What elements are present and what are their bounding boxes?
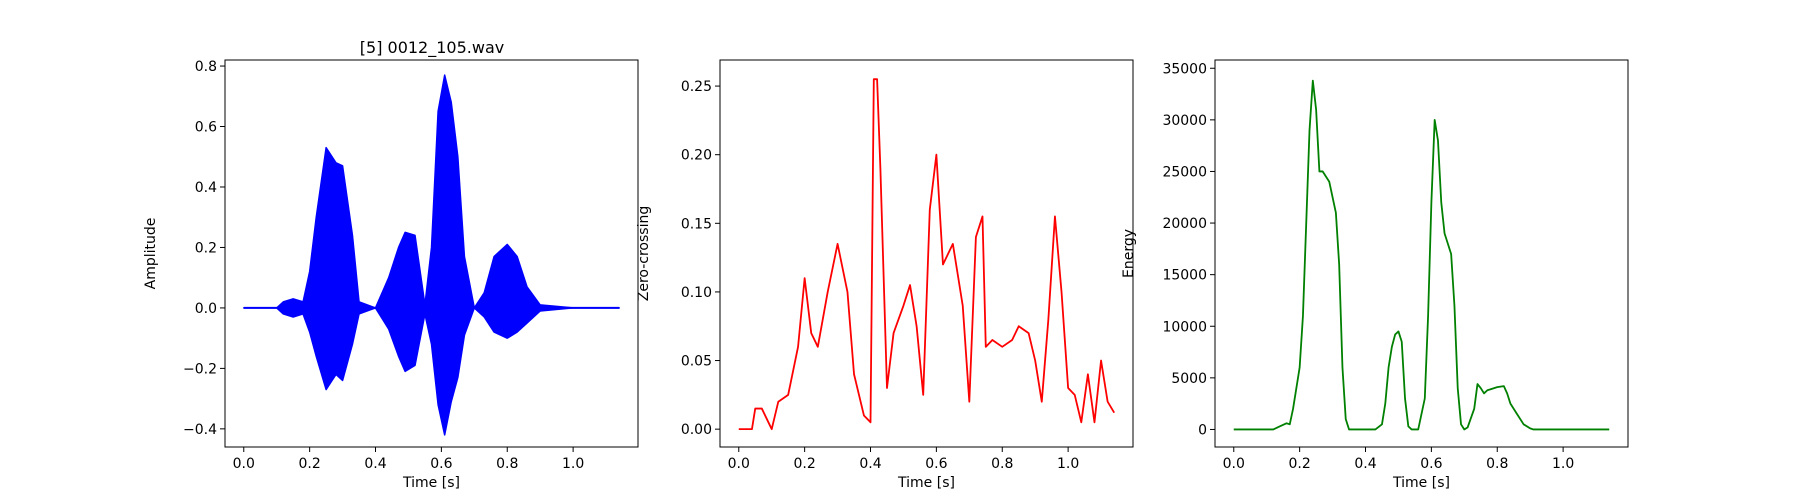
energy-x-axis-label: Time [s]	[1392, 475, 1450, 491]
zero-crossing-x-tick-label: 0.8	[991, 456, 1013, 472]
energy-y-tick-label: 5000	[1171, 371, 1207, 387]
zero-crossing-x-tick-label: 0.2	[794, 456, 816, 472]
amplitude-y-tick-label: −0.4	[183, 422, 217, 438]
energy-y-tick-label: 15000	[1162, 268, 1207, 284]
energy-y-tick-label: 25000	[1162, 164, 1207, 180]
zero-crossing-x-axis-label: Time [s]	[897, 475, 955, 491]
energy-series-line	[1233, 79, 1610, 431]
energy-y-axis-label: Energy	[1121, 229, 1137, 278]
amplitude-y-tick-label: −0.2	[183, 361, 217, 377]
amplitude-y-tick-label: 0.0	[195, 301, 217, 317]
energy-y-tick-label: 0	[1198, 422, 1207, 438]
amplitude-axes-frame	[224, 59, 639, 448]
energy-x-tick-label: 0.6	[1420, 456, 1442, 472]
zero-crossing-y-tick-label: 0.20	[681, 148, 712, 164]
amplitude-y-tick-label: 0.4	[195, 180, 217, 196]
amplitude-y-tick-label: 0.6	[195, 120, 217, 136]
energy-x-tick-label: 0.2	[1289, 456, 1311, 472]
zero-crossing-series-line	[738, 78, 1116, 431]
energy-x-tick-label: 0.0	[1223, 456, 1245, 472]
zero-crossing-y-axis-label: Zero-crossing	[636, 206, 652, 301]
amplitude-x-tick-label: 0.4	[364, 456, 386, 472]
zero-crossing-axes-frame	[719, 59, 1134, 448]
zero-crossing-y-tick-label: 0.00	[681, 422, 712, 438]
amplitude-y-tick-label: 0.8	[195, 59, 217, 75]
zero-crossing-x-tick-label: 0.0	[728, 456, 750, 472]
energy-axes-frame	[1214, 59, 1629, 448]
zero-crossing-y-tick-label: 0.10	[681, 285, 712, 301]
energy-y-tick-label: 20000	[1162, 216, 1207, 232]
zero-crossing-y-tick-label: 0.15	[681, 216, 712, 232]
amplitude-x-tick-label: 1.0	[562, 456, 584, 472]
amplitude-x-tick-label: 0.6	[430, 456, 452, 472]
energy-y-tick-label: 30000	[1162, 113, 1207, 129]
chart-title: [5] 0012_105.wav	[360, 38, 504, 58]
energy-y-tick-label: 10000	[1162, 319, 1207, 335]
energy-plot: 0.0 0.2 0.4 0.6 0.8 1.0 0 5000 10000 15000 20000 25…	[1121, 59, 1629, 491]
zero-crossing-plot: 0.0 0.2 0.4 0.6 0.8 1.0 0.00 0.05 0.10 0.15 0.20 0.…	[636, 59, 1134, 491]
amplitude-plot: 0.0 0.2 0.4 0.6 0.8 1.0 −0.4 −0.2 0.0 0.2 0.4 0.6 0.…	[143, 59, 639, 491]
amplitude-waveform-series	[243, 74, 620, 436]
amplitude-x-tick-label: 0.2	[299, 456, 321, 472]
zero-crossing-y-tick-label: 0.25	[681, 79, 712, 95]
amplitude-y-axis-label: Amplitude	[143, 218, 159, 290]
energy-x-tick-label: 0.4	[1354, 456, 1376, 472]
amplitude-x-axis-label: Time [s]	[402, 475, 460, 491]
energy-x-tick-label: 0.8	[1486, 456, 1508, 472]
amplitude-x-tick-label: 0.8	[496, 456, 518, 472]
zero-crossing-x-tick-label: 1.0	[1057, 456, 1079, 472]
energy-x-tick-label: 1.0	[1552, 456, 1574, 472]
amplitude-y-tick-label: 0.2	[195, 240, 217, 256]
amplitude-x-tick-label: 0.0	[233, 456, 255, 472]
zero-crossing-x-tick-label: 0.4	[859, 456, 881, 472]
energy-y-tick-label: 35000	[1162, 61, 1207, 77]
zero-crossing-x-tick-label: 0.6	[925, 456, 947, 472]
zero-crossing-y-tick-label: 0.05	[681, 354, 712, 370]
